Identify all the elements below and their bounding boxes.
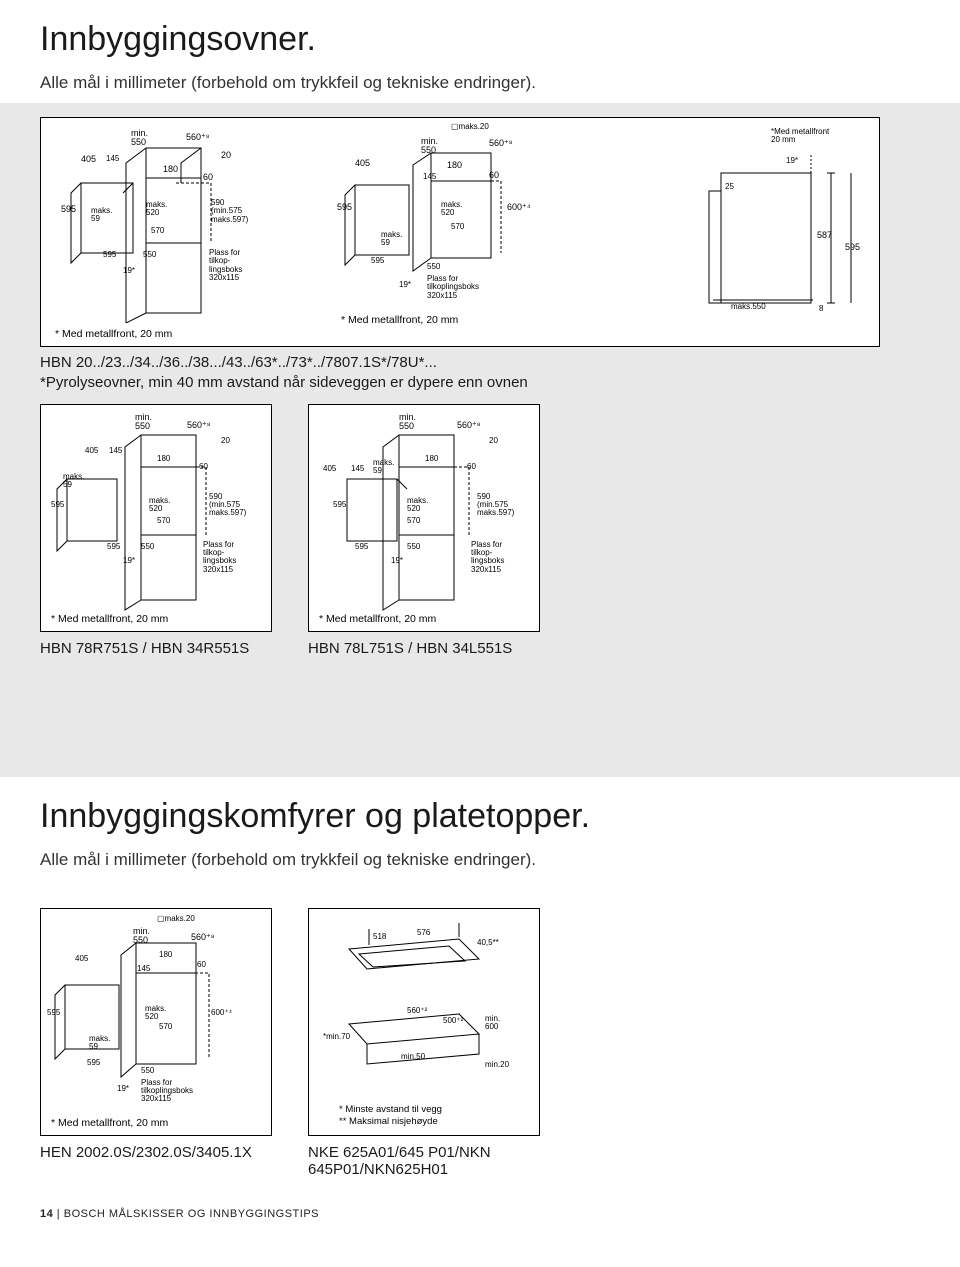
sr-metal: * Med metallfront, 20 mm [319,613,436,625]
small-col-left: min. 550 560⁺⁸ 20 405 145 180 60 maks. 5… [40,404,272,657]
s2-box-left: ▢maks.20 min. 550 560⁺⁸ 405 180 145 60 5… [40,908,272,1136]
small-box-left: min. 550 560⁺⁸ 20 405 145 180 60 maks. 5… [40,404,272,632]
s2-col-left: ▢maks.20 min. 550 560⁺⁸ 405 180 145 60 5… [40,908,272,1178]
footer-sep: | [53,1208,63,1220]
s2-box-right: 518 576 40,5** 560⁺² 500⁺² min. 600 *min… [308,908,540,1136]
section1-small-row: min. 550 560⁺⁸ 20 405 145 180 60 maks. 5… [40,404,920,657]
s2-col-right: 518 576 40,5** 560⁺² 500⁺² min. 600 *min… [308,908,540,1178]
section2-title: Innbyggingskomfyrer og platetopper. [40,797,920,836]
sr-svg [309,405,541,633]
foot-metal-1: * Med metallfront, 20 mm [55,328,172,340]
footer-pageno: 14 [40,1208,53,1220]
s2l-svg [41,909,273,1137]
section2-row: ▢maks.20 min. 550 560⁺⁸ 405 180 145 60 5… [40,908,920,1178]
small-box-right: min. 550 560⁺⁸ 20 405 145 maks. 59 180 6… [308,404,540,632]
s2-right-caption: NKE 625A01/645 P01/NKN 645P01/NKN625H01 [308,1144,538,1178]
wide-caption: HBN 20../23../34../36../38.../43../63*..… [40,353,920,394]
small-left-caption: HBN 78R751S / HBN 34R551S [40,640,272,657]
side-svg [631,123,871,323]
oven-iso-mid: ▢maks.20 min. 550 560⁺⁸ 405 180 145 60 5… [331,123,591,323]
oven-iso-svg [51,123,311,323]
small-col-right: min. 550 560⁺⁸ 20 405 145 maks. 59 180 6… [308,404,540,657]
s2l-metal: * Med metallfront, 20 mm [51,1117,168,1129]
wide-diagram-box: min. 550 560⁺⁸ 20 405 145 180 60 595 mak… [40,117,880,347]
s2r-svg [309,909,541,1137]
wide-caption-l2: *Pyrolyseovner, min 40 mm avstand når si… [40,374,528,391]
section2-body: ▢maks.20 min. 550 560⁺⁸ 405 180 145 60 5… [0,880,960,1178]
wide-caption-l1: HBN 20../23../34../36../38.../43../63*..… [40,354,437,371]
sl-svg [41,405,273,633]
section1-title: Innbyggingsovner. [40,20,920,59]
section2-header: Innbyggingskomfyrer og platetopper. Alle… [0,777,960,880]
section1-gray: min. 550 560⁺⁸ 20 405 145 180 60 595 mak… [0,103,960,777]
section1-subtitle: Alle mål i millimeter (forbehold om tryk… [40,73,920,93]
oven-iso-mid-svg [331,123,591,323]
s2-left-caption: HEN 2002.0S/2302.0S/3405.1X [40,1144,272,1161]
small-right-caption: HBN 78L751S / HBN 34L551S [308,640,540,657]
section1-header: Innbyggingsovner. Alle mål i millimeter … [0,0,960,103]
foot-metal-2: * Med metallfront, 20 mm [341,314,458,326]
section2-subtitle: Alle mål i millimeter (forbehold om tryk… [40,850,920,870]
oven-side-view: *Med metallfront 20 mm 19* 25 587 595 8 … [631,123,871,323]
page-footer: 14 | BOSCH MÅLSKISSER OG INNBYGGINGSTIPS [0,1178,960,1226]
oven-iso-left: min. 550 560⁺⁸ 20 405 145 180 60 595 mak… [51,123,311,323]
footer-text: BOSCH MÅLSKISSER OG INNBYGGINGSTIPS [64,1208,319,1220]
sl-metal: * Med metallfront, 20 mm [51,613,168,625]
